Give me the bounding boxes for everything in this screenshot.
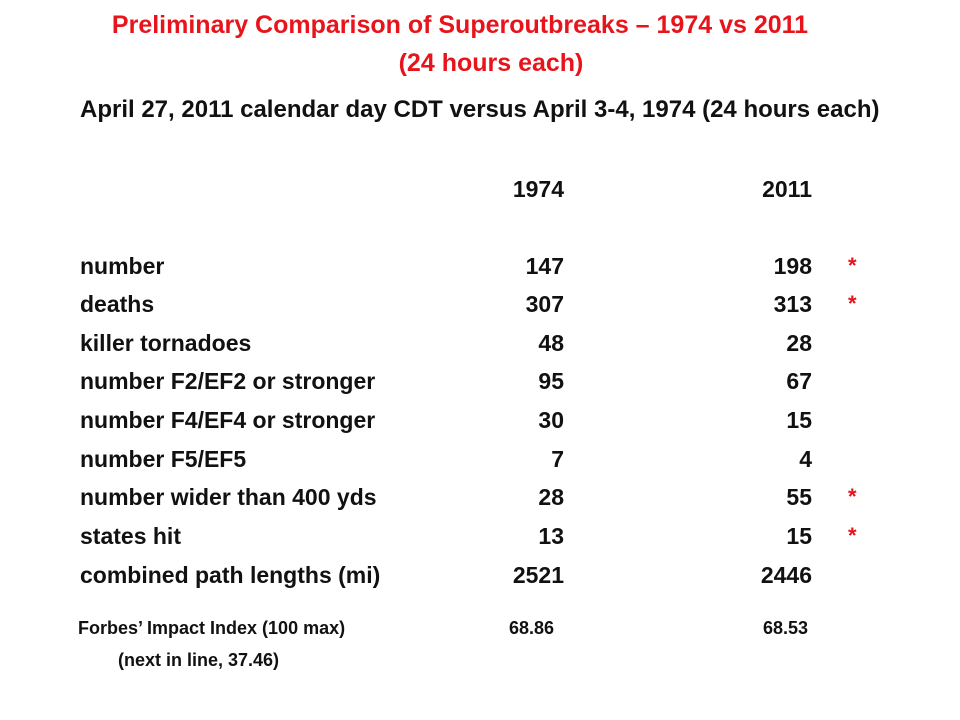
table-row: killer tornadoes 48 28 (0, 330, 960, 368)
table-row: number F2/EF2 or stronger 95 67 (0, 368, 960, 406)
row-label: deaths (80, 291, 155, 317)
value-1974: 7 (551, 446, 564, 472)
column-header-1974: 1974 (512, 176, 564, 202)
value-2011: 15 (786, 523, 812, 549)
table-row: deaths 307 313 * (0, 291, 960, 329)
column-header-2011: 2011 (762, 176, 812, 202)
forbes-value-2011: 68.53 (762, 618, 808, 638)
value-2011: 67 (786, 368, 812, 394)
value-2011: 15 (786, 407, 812, 433)
asterisk-marker: * (848, 253, 857, 278)
value-2011: 55 (786, 484, 812, 510)
slide-subtitle: (24 hours each) (398, 49, 584, 77)
value-1974: 30 (538, 407, 564, 433)
forbes-label: Forbes’ Impact Index (100 max) (78, 618, 346, 638)
row-label: number F5/EF5 (80, 446, 247, 472)
slide-title: Preliminary Comparison of Superoutbreaks… (111, 11, 809, 39)
value-2011: 198 (773, 253, 812, 279)
value-1974: 48 (538, 330, 564, 356)
forbes-note: (next in line, 37.46) (118, 650, 280, 670)
value-1974: 2521 (512, 562, 564, 588)
asterisk-marker: * (848, 291, 857, 316)
table-row: number wider than 400 yds 28 55 * (0, 484, 960, 522)
forbes-value-1974: 68.86 (508, 618, 554, 638)
table-row: number 147 198 * (0, 253, 960, 291)
value-1974: 28 (538, 484, 564, 510)
row-label: killer tornadoes (80, 330, 252, 356)
row-label: number F2/EF2 or stronger (80, 368, 376, 394)
value-2011: 2446 (760, 562, 812, 588)
row-label: combined path lengths (mi) (80, 562, 381, 588)
asterisk-marker: * (848, 484, 857, 509)
table-row: number F4/EF4 or stronger 30 15 (0, 407, 960, 445)
table-heading: April 27, 2011 calendar day CDT versus A… (80, 96, 880, 123)
row-label: number wider than 400 yds (80, 484, 377, 510)
value-2011: 4 (799, 446, 812, 472)
value-1974: 307 (525, 291, 564, 317)
table-row: combined path lengths (mi) 2521 2446 (0, 562, 960, 600)
row-label: number (80, 253, 165, 279)
table-row: states hit 13 15 * (0, 523, 960, 561)
table-row: number F5/EF5 7 4 (0, 446, 960, 484)
row-label: states hit (80, 523, 181, 549)
value-1974: 13 (538, 523, 564, 549)
value-1974: 95 (538, 368, 564, 394)
value-2011: 28 (786, 330, 812, 356)
value-2011: 313 (773, 291, 812, 317)
asterisk-marker: * (848, 523, 857, 548)
row-label: number F4/EF4 or stronger (80, 407, 376, 433)
value-1974: 147 (525, 253, 564, 279)
